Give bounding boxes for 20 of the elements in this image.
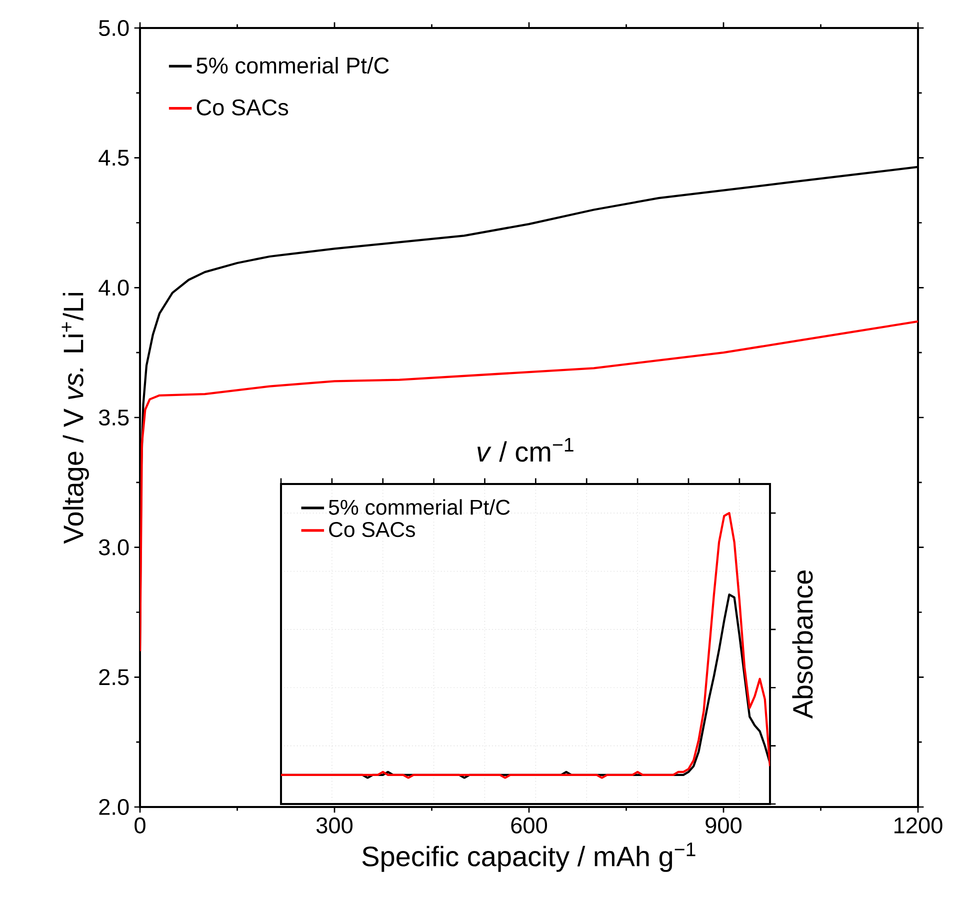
y-tick-label: 3.0 — [98, 539, 129, 556]
x-tick-label: 1200 — [894, 817, 942, 834]
y-tick-label: 4.5 — [98, 150, 129, 166]
x-tick-label: 300 — [316, 817, 353, 834]
x-axis-title: Specific capacity / mAh g$^{−1}$ — [362, 842, 696, 872]
x-tick-label: 0 — [134, 817, 146, 834]
y-tick-label: 2.0 — [99, 798, 129, 816]
x-axis-title: v / cm$^{−1}$ — [478, 438, 574, 462]
legend-label: Co SACs — [196, 99, 288, 116]
y-tick-label: 5.0 — [98, 20, 129, 36]
y-tick-label: 2.5 — [99, 669, 129, 686]
legend-label: Co SACs — [329, 522, 415, 538]
y-tick-label: 4.0 — [98, 280, 129, 296]
x-tick-label: 600 — [511, 817, 548, 834]
legend-label: 5% commerial Pt/C — [196, 56, 389, 74]
legend-label: 5% commerial Pt/C — [328, 499, 510, 515]
y-tick-label: 3.5 — [98, 409, 129, 426]
y-axis-title: Voltage / V vs. Li$^{+}$/Li — [62, 292, 89, 544]
y-axis-title: Absorbance — [792, 570, 813, 719]
x-tick-label: 900 — [706, 817, 742, 834]
